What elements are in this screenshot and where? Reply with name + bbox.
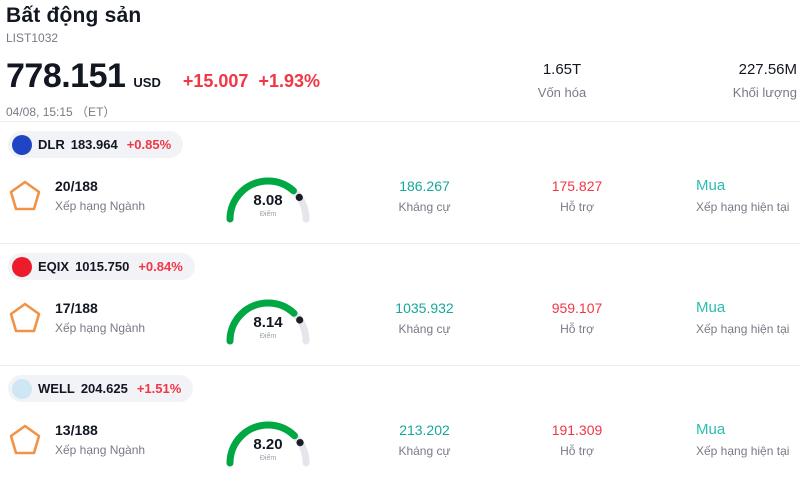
support-label: Hỗ trợ: [560, 443, 594, 458]
score-value: 8.14: [253, 313, 283, 331]
currency-label: USD: [133, 75, 161, 90]
stock-symbol: WELL: [38, 381, 75, 396]
support-label: Hỗ trợ: [560, 321, 594, 336]
stock-price: 204.625: [80, 381, 128, 396]
volume-label: Khối lượng: [732, 85, 797, 100]
rating-value: Mua: [696, 177, 726, 194]
rating-block: Mua Xếp hạng hiện tại: [648, 299, 800, 336]
support-block: 175.827 Hỗ trợ: [506, 178, 648, 214]
header-stats: 1.65T Vốn hóa 227.56M Khối lượng: [482, 61, 800, 100]
timestamp: 04/08, 15:15 （ET）: [6, 105, 116, 119]
index-price: 778.151: [6, 57, 126, 95]
dlr-logo-icon: [12, 134, 32, 155]
resistance-value: 213.202: [399, 421, 450, 438]
stock-row: WELL 204.625 +1.51% 13/188 Xếp hạng Ngàn…: [0, 365, 800, 487]
resistance-label: Kháng cự: [398, 443, 451, 458]
support-block: 959.107 Hỗ trợ: [506, 300, 648, 336]
stock-row: EQIX 1015.750 +0.84% 17/188 Xếp hạng Ngà…: [0, 243, 800, 365]
score-value: 8.08: [253, 191, 283, 209]
industry-rank-label: Xếp hạng Ngành: [55, 321, 146, 335]
rank-block: 13/188 Xếp hạng Ngành: [0, 422, 218, 457]
stock-symbol: EQIX: [38, 259, 70, 274]
support-value: 191.309: [551, 421, 603, 438]
rank-badge-icon: [8, 301, 42, 335]
support-value: 175.827: [551, 177, 603, 194]
rank-block: 17/188 Xếp hạng Ngành: [0, 300, 218, 335]
index-price-block: 778.151 USD +15.007 +1.93% 04/08, 15:15 …: [6, 57, 320, 120]
stock-change-percent: +1.51%: [136, 381, 182, 396]
score-gauge: 8.20 Điểm: [218, 411, 318, 469]
resistance-value: 1035.932: [395, 299, 454, 316]
stock-pill-eqix[interactable]: EQIX 1015.750 +0.84%: [8, 253, 195, 280]
industry-rank: 17/188: [55, 300, 98, 316]
score-label: Điểm: [259, 332, 277, 340]
well-logo-icon: [12, 378, 32, 399]
score-value: 8.20: [253, 435, 283, 453]
score-gauge: 8.08 Điểm: [218, 167, 318, 225]
volume-value: 227.56M: [738, 61, 797, 78]
price-change-percent: +1.93%: [258, 71, 320, 91]
resistance-label: Kháng cự: [398, 321, 451, 336]
industry-rank-label: Xếp hạng Ngành: [55, 199, 146, 213]
resistance-value: 186.267: [399, 177, 450, 194]
stock-change-percent: +0.84%: [138, 259, 183, 274]
industry-rank: 20/188: [55, 178, 98, 194]
rating-block: Mua Xếp hạng hiện tại: [648, 177, 800, 214]
rating-label: Xếp hạng hiện tại: [696, 322, 790, 336]
rank-badge-icon: [8, 423, 42, 457]
market-cap-label: Vốn hóa: [537, 85, 587, 100]
resistance-block: 213.202 Kháng cự: [343, 422, 506, 458]
score-label: Điểm: [259, 454, 277, 462]
list-code: LIST1032: [6, 31, 59, 45]
rank-block: 20/188 Xếp hạng Ngành: [0, 178, 218, 213]
score-gauge: 8.14 Điểm: [218, 289, 318, 347]
stock-pill-dlr[interactable]: DLR 183.964 +0.85%: [8, 131, 184, 158]
industry-rank-label: Xếp hạng Ngành: [55, 443, 146, 457]
stock-change-percent: +0.85%: [126, 137, 172, 152]
industry-rank: 13/188: [55, 422, 98, 438]
stock-price: 183.964: [70, 137, 118, 152]
stock-pill-well[interactable]: WELL 204.625 +1.51%: [8, 375, 194, 402]
rank-badge-icon: [8, 179, 42, 213]
header: Bất động sản LIST1032 778.151 USD +15.00…: [0, 0, 800, 121]
rating-block: Mua Xếp hạng hiện tại: [648, 421, 800, 458]
score-label: Điểm: [259, 210, 277, 218]
eqix-logo-icon: [12, 256, 32, 277]
stock-row: DLR 183.964 +0.85% 20/188 Xếp hạng Ngành…: [0, 121, 800, 243]
support-block: 191.309 Hỗ trợ: [506, 422, 648, 458]
rating-value: Mua: [696, 299, 726, 316]
volume-stat: 227.56M Khối lượng: [642, 61, 800, 100]
rating-value: Mua: [696, 421, 726, 438]
resistance-block: 186.267 Kháng cự: [343, 178, 506, 214]
market-cap-value: 1.65T: [542, 61, 582, 78]
market-cap-stat: 1.65T Vốn hóa: [482, 61, 642, 100]
page-title: Bất động sản: [6, 4, 142, 27]
resistance-block: 1035.932 Kháng cự: [343, 300, 506, 336]
stock-symbol: DLR: [38, 137, 65, 152]
resistance-label: Kháng cự: [398, 199, 451, 214]
support-label: Hỗ trợ: [560, 199, 594, 214]
rating-label: Xếp hạng hiện tại: [696, 444, 790, 458]
stock-price: 1015.750: [75, 259, 130, 274]
support-value: 959.107: [551, 299, 603, 316]
rating-label: Xếp hạng hiện tại: [696, 200, 790, 214]
price-change: +15.007: [182, 71, 249, 91]
